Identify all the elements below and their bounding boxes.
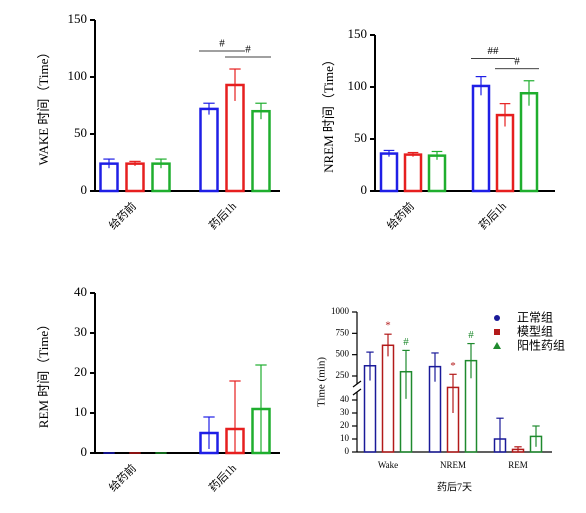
y-axis-label: NREM 时间（Time）: [321, 53, 336, 173]
y-tick-label: 40: [74, 284, 87, 299]
legend-label: 阳性药组: [517, 339, 565, 353]
y-tick-label: 50: [354, 130, 367, 145]
y-tick-label: 100: [68, 68, 88, 83]
x-tick-label: NREM: [440, 460, 466, 470]
legend-marker: [494, 315, 500, 321]
bar: [403, 153, 423, 193]
legend-label: 模型组: [517, 325, 553, 339]
bar: [379, 152, 399, 193]
y-tick-label: 250: [336, 370, 350, 380]
y-tick-label: 0: [345, 446, 350, 456]
y-tick-label: 10: [74, 404, 87, 419]
y-tick-label: 10: [340, 433, 350, 443]
y-tick-label: 50: [74, 125, 87, 140]
y-axis-label: REM 时间（Time）: [36, 318, 51, 428]
y-tick-label: 0: [361, 182, 368, 197]
y-tick-label: 1000: [331, 306, 350, 316]
bar: [125, 162, 145, 193]
x-tick-label: REM: [508, 460, 528, 470]
significance-mark: #: [403, 336, 409, 348]
y-axis-label: Time (min): [316, 357, 328, 407]
bar: [519, 91, 539, 193]
bar: [471, 84, 491, 193]
significance-label: #: [245, 44, 251, 56]
y-tick-label: 0: [81, 182, 88, 197]
significance-label: ##: [488, 45, 500, 57]
y-axis-label: WAKE 时间（Time）: [36, 46, 51, 166]
x-tick-label: 药后1h: [476, 199, 509, 232]
y-tick-label: 500: [336, 349, 350, 359]
x-axis-label: 药后7天: [437, 481, 472, 493]
x-tick-label: 药后1h: [206, 199, 239, 232]
x-tick-label: 给药前: [384, 199, 417, 232]
y-tick-label: 100: [348, 78, 368, 93]
y-tick-label: 150: [348, 26, 368, 41]
y-tick-label: 750: [336, 327, 350, 337]
significance-mark: *: [385, 320, 391, 332]
x-tick-label: 药后1h: [206, 461, 239, 494]
x-tick-label: 给药前: [106, 461, 139, 494]
bar: [199, 107, 219, 193]
legend-marker: [494, 329, 500, 335]
y-tick-label: 30: [74, 324, 87, 339]
y-tick-label: 30: [340, 407, 350, 417]
y-tick-label: 20: [340, 420, 350, 430]
y-tick-label: 150: [68, 11, 88, 26]
legend-marker: [493, 342, 501, 349]
significance-label: #: [219, 38, 225, 50]
bar: [251, 109, 271, 193]
y-tick-label: 0: [81, 444, 88, 459]
x-tick-label: 给药前: [106, 199, 139, 232]
axis-break: [352, 380, 362, 388]
significance-label: #: [514, 55, 520, 67]
axis-break: [352, 388, 362, 396]
y-tick-label: 20: [74, 364, 87, 379]
y-tick-label: 40: [340, 394, 350, 404]
bar: [381, 344, 395, 453]
bar: [427, 154, 447, 193]
x-tick-label: Wake: [378, 460, 398, 470]
significance-mark: *: [450, 360, 456, 372]
significance-mark: #: [468, 329, 474, 341]
legend-label: 正常组: [517, 311, 553, 325]
